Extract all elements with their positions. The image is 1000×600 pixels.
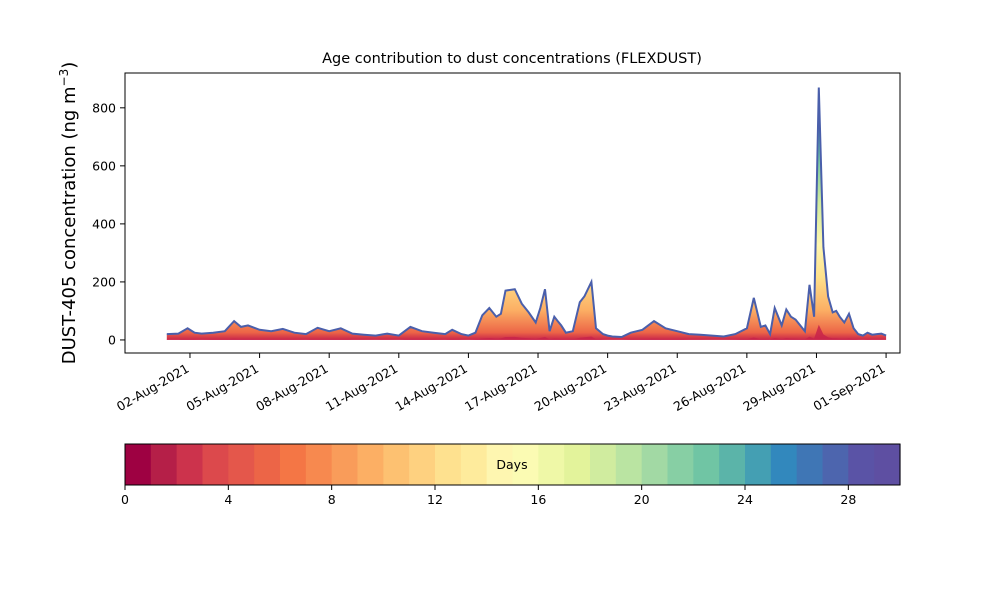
colorbar-frame [124,443,901,486]
colorbar-tick-label: 4 [224,492,232,507]
x-tick-label: 23-Aug-2021 [601,361,679,414]
x-tick-label: 05-Aug-2021 [184,361,262,414]
colorbar-segment [796,444,824,485]
x-tick-label: 02-Aug-2021 [114,361,192,414]
colorbar-segment [641,444,669,485]
ylabel-text: DUST-405 concentration (ng m [59,86,80,364]
colorbar-segment [383,444,410,485]
colorbar-segment [745,444,772,485]
plot-area: 0 200 400 600 800 02-Aug-202105-Aug-202108-A… [92,72,901,414]
colorbar-segment [254,444,281,485]
ylabel-superscript: −3 [57,69,71,87]
chart-title: Age contribution to dust concentrations … [322,51,702,67]
colorbar-segment [615,444,643,485]
age-stack-area [166,87,887,340]
colorbar-tick-label: 16 [530,492,546,507]
x-tick-label: 20-Aug-2021 [532,361,610,414]
y-tick-label: 800 [92,100,116,115]
colorbar-segment [176,444,204,485]
plot-frame [124,72,901,354]
colorbar-segment [667,444,694,485]
colorbar-segment [564,444,591,485]
x-tick-label: 11-Aug-2021 [323,361,401,414]
colorbar-segment [150,444,178,485]
colorbar-tick-label: 24 [737,492,753,507]
x-tick-label: 29-Aug-2021 [740,361,818,414]
colorbar-segment [590,444,617,485]
colorbar-segment [693,444,720,485]
y-tick-label: 400 [92,216,116,231]
colorbar-segment [125,444,152,485]
colorbar-segment [202,444,229,485]
colorbar-tick-label: 12 [427,492,443,507]
x-tick-label: 17-Aug-2021 [462,361,540,414]
colorbar-segment [822,444,849,485]
colorbar-segment [305,444,333,485]
colorbar-tick-label: 0 [121,492,129,507]
colorbar-segment [331,444,359,485]
y-tick-label: 0 [108,332,116,347]
ylabel-close: ) [59,62,80,69]
colorbar-segment [538,444,565,485]
x-tick-label: 08-Aug-2021 [253,361,331,414]
colorbar-segment [228,444,255,485]
colorbar-segment [770,444,798,485]
colorbar-segment [874,444,901,485]
colorbar: Days 0 4 8 12 16 20 24 28 [121,443,901,507]
total-concentration-line [166,87,887,339]
colorbar-segment [848,444,875,485]
colorbar-segment [357,444,384,485]
x-tick-label: 26-Aug-2021 [671,361,749,414]
colorbar-tick-label: 28 [840,492,856,507]
y-tick-label: 200 [92,274,116,289]
colorbar-segment [460,444,488,485]
colorbar-segment [486,444,514,485]
colorbar-segment [435,444,462,485]
svg-text:DUST-405 concentration (ng m−3: DUST-405 concentration (ng m−3) [57,62,80,365]
x-tick-label: 01-Sep-2021 [811,361,888,414]
colorbar-label: Days [496,457,527,472]
x-tick-label: 14-Aug-2021 [392,361,470,414]
colorbar-segment [512,444,539,485]
colorbar-segment [280,444,307,485]
colorbar-segment [719,444,746,485]
colorbar-tick-label: 20 [634,492,650,507]
colorbar-tick-label: 8 [328,492,336,507]
y-tick-label: 600 [92,158,116,173]
colorbar-segment [409,444,436,485]
y-axis-label: DUST-405 concentration (ng m−3) [57,62,80,365]
